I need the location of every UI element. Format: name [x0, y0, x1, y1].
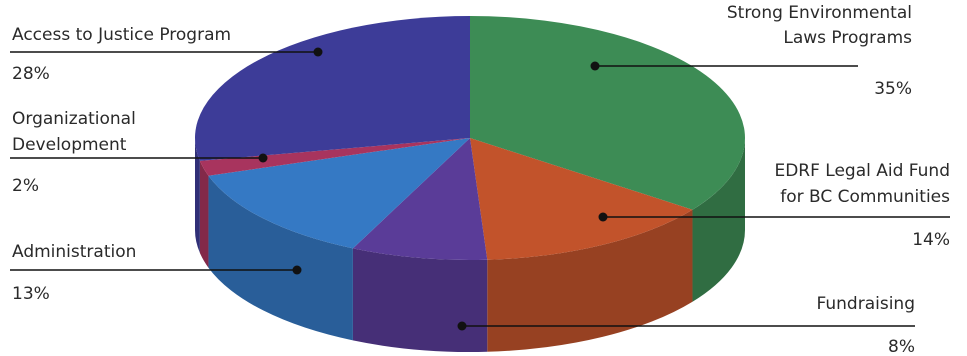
slice-label-4-line-0: Organizational — [12, 109, 136, 129]
pie-labels: Strong Environmental Laws Programs 35% EDRF… — [10, 3, 950, 356]
pie-slice-3 — [208, 138, 470, 249]
pie-slice-2 — [352, 138, 488, 260]
pie-slice-0 — [470, 16, 745, 210]
slice-value-3: 13% — [12, 284, 50, 304]
slice-label-1-line-1: for BC Communities — [780, 187, 950, 207]
pie-wall-1 — [487, 209, 693, 352]
leader-dot-5 — [313, 47, 323, 57]
slice-label-1-line-0: EDRF Legal Aid Fund — [774, 161, 950, 181]
slice-value-4: 2% — [12, 176, 39, 196]
slice-label-5-line-0: Access to Justice Program — [12, 25, 231, 45]
pie-wall-3 — [208, 175, 353, 341]
slice-label-2-line-0: Fundraising — [817, 294, 915, 314]
pie-wall-2 — [352, 248, 488, 352]
slice-value-2: 8% — [888, 337, 915, 356]
leader-dot-0 — [590, 61, 600, 71]
slice-value-0: 35% — [874, 79, 912, 99]
pie-slices — [194, 16, 745, 352]
leader-dot-3 — [292, 265, 302, 275]
pie-slice-1 — [470, 138, 693, 260]
leader-dot-1 — [598, 212, 608, 222]
pie-wall-4 — [199, 160, 209, 268]
slice-value-1: 14% — [912, 230, 950, 250]
slice-value-5: 28% — [12, 64, 50, 84]
pie-slice-4 — [199, 138, 470, 176]
pie-wall-5 — [195, 138, 200, 253]
leader-dot-4 — [258, 153, 268, 163]
slice-label-0-line-1: Laws Programs — [783, 28, 912, 48]
slice-label-3-line-0: Administration — [12, 242, 136, 262]
slice-label-4-line-1: Development — [12, 135, 127, 155]
slice-label-0-line-0: Strong Environmental — [727, 3, 912, 23]
leader-dot-2 — [457, 321, 467, 331]
pie-wall-0 — [692, 138, 745, 302]
pie-slice-5 — [194, 16, 470, 161]
